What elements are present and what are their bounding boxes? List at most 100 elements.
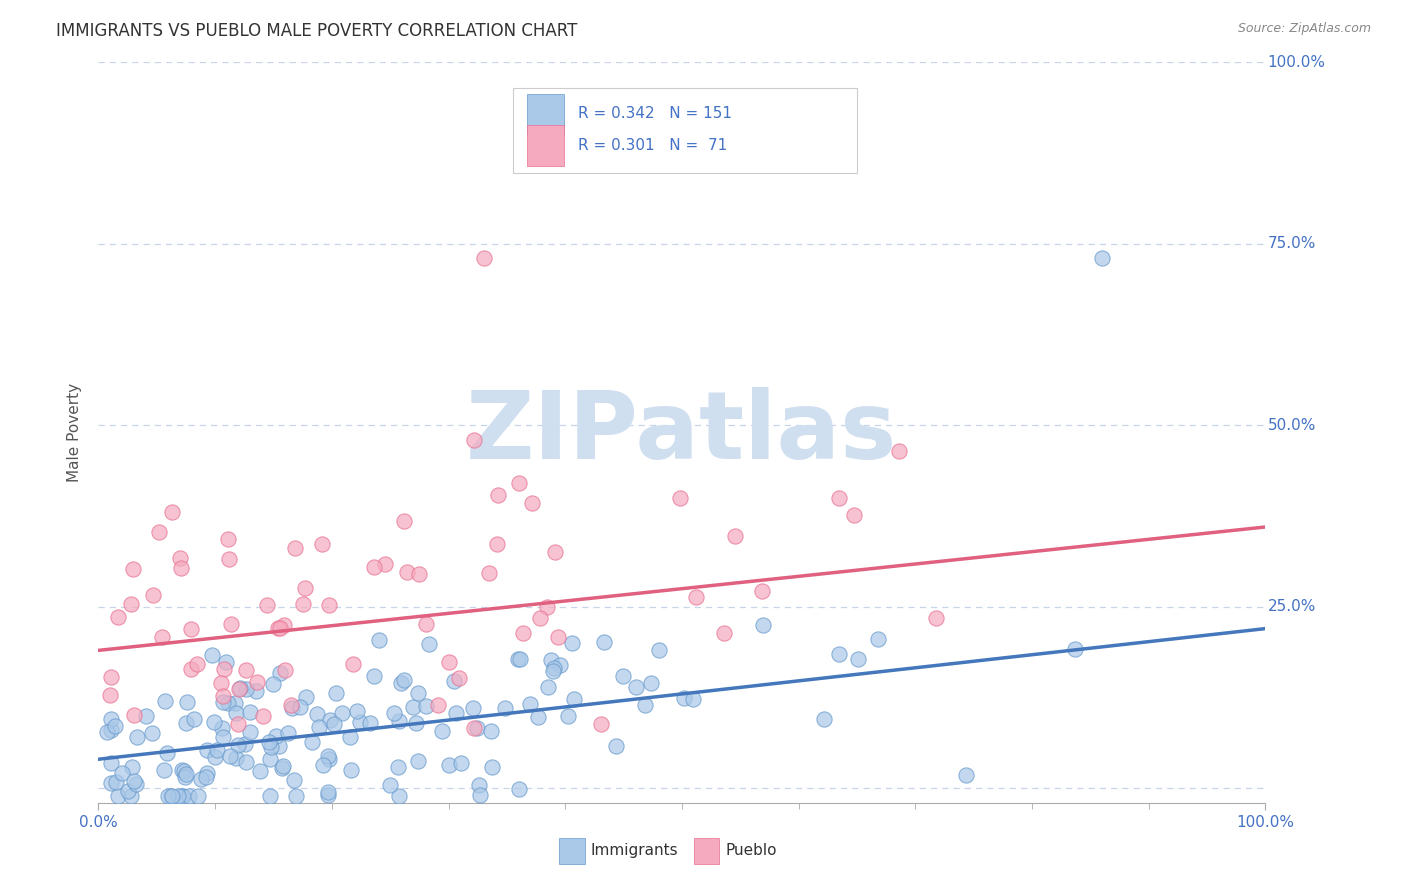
Point: [752, 617, 775, 632]
Point: [107, 789, 129, 803]
FancyBboxPatch shape: [513, 88, 856, 173]
Text: 75.0%: 75.0%: [1268, 236, 1316, 252]
Point: [846, 652, 869, 666]
Point: [529, 611, 551, 625]
Point: [465, 722, 488, 736]
Point: [561, 636, 583, 650]
Point: [325, 686, 347, 700]
Point: [111, 766, 134, 780]
Point: [437, 757, 460, 772]
Point: [316, 788, 339, 802]
Point: [380, 778, 402, 792]
Point: [169, 551, 191, 566]
Point: [160, 505, 183, 519]
Point: [406, 754, 429, 768]
Point: [672, 691, 695, 706]
Point: [228, 739, 250, 753]
Point: [349, 714, 371, 729]
Point: [160, 789, 183, 803]
Point: [301, 735, 323, 749]
Point: [387, 760, 409, 774]
Point: [284, 789, 307, 803]
Point: [486, 537, 509, 551]
Point: [295, 690, 318, 704]
Point: [107, 610, 129, 624]
Text: 50.0%: 50.0%: [1268, 417, 1316, 433]
Point: [205, 742, 228, 756]
Point: [121, 597, 143, 611]
Point: [340, 764, 363, 778]
Point: [176, 695, 198, 709]
Point: [259, 752, 281, 766]
Point: [374, 557, 396, 571]
Point: [316, 748, 339, 763]
Point: [395, 566, 418, 580]
Point: [120, 789, 142, 803]
Point: [142, 588, 165, 602]
Point: [156, 789, 179, 803]
Point: [463, 721, 485, 735]
Point: [363, 559, 385, 574]
Point: [447, 671, 470, 685]
Point: [508, 782, 530, 797]
Point: [211, 695, 233, 709]
Point: [100, 756, 122, 770]
Text: ZIPatlas: ZIPatlas: [467, 386, 897, 479]
Point: [342, 657, 364, 672]
Point: [221, 616, 243, 631]
Text: 100.0%: 100.0%: [1268, 55, 1326, 70]
Point: [418, 637, 440, 651]
Point: [319, 714, 342, 728]
Point: [252, 709, 274, 723]
Point: [217, 697, 239, 711]
Point: [463, 433, 485, 447]
Point: [218, 552, 240, 566]
Point: [415, 698, 437, 713]
Text: IMMIGRANTS VS PUEBLO MALE POVERTY CORRELATION CHART: IMMIGRANTS VS PUEBLO MALE POVERTY CORREL…: [56, 22, 578, 40]
Point: [450, 756, 472, 770]
Point: [235, 663, 257, 677]
Point: [461, 701, 484, 715]
Point: [173, 770, 195, 784]
Point: [311, 537, 333, 551]
Point: [506, 652, 529, 666]
Point: [218, 748, 240, 763]
Point: [172, 764, 194, 778]
Point: [100, 723, 122, 737]
Point: [173, 764, 195, 779]
Point: [318, 598, 340, 612]
Point: [557, 709, 579, 723]
Point: [593, 635, 616, 649]
Point: [536, 600, 558, 615]
Point: [204, 750, 226, 764]
Point: [813, 712, 835, 726]
Point: [548, 657, 571, 672]
Point: [228, 681, 250, 696]
Point: [605, 739, 627, 753]
Point: [100, 776, 122, 790]
FancyBboxPatch shape: [560, 838, 585, 864]
Point: [322, 717, 344, 731]
Point: [723, 529, 745, 543]
Point: [172, 789, 194, 803]
Point: [264, 729, 287, 743]
Point: [277, 726, 299, 740]
Point: [444, 706, 467, 721]
Point: [125, 730, 148, 744]
Point: [543, 661, 565, 675]
Point: [233, 737, 256, 751]
Point: [267, 739, 290, 754]
Point: [363, 668, 385, 682]
Point: [148, 524, 170, 539]
Point: [160, 789, 183, 803]
Point: [406, 686, 429, 700]
Point: [292, 597, 315, 611]
Point: [394, 514, 416, 528]
Point: [225, 706, 247, 721]
Point: [468, 788, 491, 802]
Point: [195, 765, 218, 780]
Point: [280, 698, 302, 712]
Text: Immigrants: Immigrants: [591, 844, 679, 858]
Text: Source: ZipAtlas.com: Source: ZipAtlas.com: [1237, 22, 1371, 36]
Point: [217, 532, 239, 546]
